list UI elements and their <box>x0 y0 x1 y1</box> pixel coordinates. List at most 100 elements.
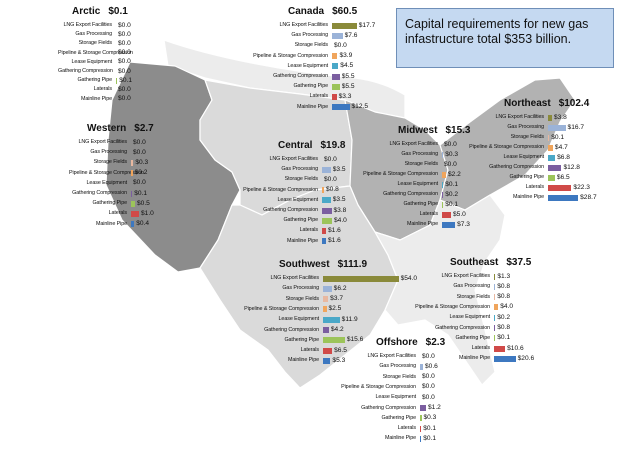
bar-canada-7 <box>332 83 340 90</box>
bar-value-label: $0.1 <box>134 189 148 197</box>
bar-value-label: $2.2 <box>447 170 461 178</box>
bar-value-label: $0.8 <box>497 293 511 301</box>
category-label: Storage Fields <box>404 161 438 167</box>
bar-value-label: $17.7 <box>358 21 376 29</box>
category-label: Gathering Pipe <box>283 217 318 224</box>
bar-southwest-1 <box>323 275 399 282</box>
bar-northeast-4 <box>548 144 553 151</box>
bar-value-label: $3.8 <box>333 206 347 214</box>
region-title-offshore: Offshore $2.3 <box>376 337 445 348</box>
category-label: Gas Processing <box>453 283 490 290</box>
bar-central-5 <box>322 197 331 204</box>
region-total: $102.4 <box>558 98 590 109</box>
bar-value-label: $0.0 <box>118 95 131 103</box>
region-title-arctic: Arctic $0.1 <box>72 6 128 17</box>
category-label: LNG Export Facilities <box>367 353 416 359</box>
region-title-northeast: Northeast $102.4 <box>504 98 589 109</box>
category-label: Pipeline & Storage Compression <box>415 303 490 310</box>
bar-southeast-2 <box>494 283 496 290</box>
bar-northeast-7 <box>548 174 555 181</box>
bar-value-label: $4.0 <box>334 216 347 224</box>
bar-value-label: $0.0 <box>118 49 131 57</box>
bar-southeast-8 <box>494 345 506 352</box>
bar-value-label: $0.3 <box>445 150 459 158</box>
bar-southwest-2 <box>323 285 332 292</box>
category-label: Storage Fields <box>510 134 544 140</box>
category-label: Gas Processing <box>507 124 544 130</box>
region-total: $19.8 <box>320 140 346 151</box>
region-name: Arctic <box>72 6 101 17</box>
bar-value-label: $15.6 <box>346 336 364 344</box>
bar-western-6 <box>131 190 133 197</box>
bar-northeast-3 <box>548 134 550 141</box>
bar-southeast-4 <box>494 304 499 311</box>
bar-southwest-4 <box>323 306 327 313</box>
region-total: $111.9 <box>337 259 368 270</box>
category-label: Gathering Pipe <box>284 336 319 343</box>
bar-offshore-9 <box>420 435 422 442</box>
bar-southwest-6 <box>323 327 329 333</box>
bar-value-label: $28.7 <box>580 193 597 201</box>
category-label: Gathering Compression <box>273 73 328 79</box>
bar-value-label: $6.5 <box>334 346 347 354</box>
category-label: Storage Fields <box>93 159 127 166</box>
category-label: Lease Equipment <box>277 196 319 203</box>
bar-value-label: $6.8 <box>557 153 570 161</box>
category-label: Gathering Pipe <box>77 77 112 84</box>
bar-canada-9 <box>332 104 350 111</box>
category-label: Gathering Pipe <box>92 200 127 207</box>
category-label: Mainline Pipe <box>512 194 544 200</box>
category-label: LNG Export Facilities <box>279 22 328 28</box>
bar-value-label: $6.5 <box>556 173 570 181</box>
region-name: Central <box>278 140 313 151</box>
category-label: Lease Equipment <box>86 179 128 186</box>
bar-value-label: $5.5 <box>341 72 355 80</box>
bar-southwest-3 <box>323 296 329 303</box>
bar-value-label: $0.3 <box>423 414 437 422</box>
bar-southeast-9 <box>494 355 516 362</box>
category-label: Pipeline & Storage Compression <box>341 383 416 390</box>
bar-value-label: $0.0 <box>133 179 146 187</box>
bar-western-3 <box>131 159 134 166</box>
category-label: Lease Equipment <box>449 314 491 321</box>
bar-value-label: $0.1 <box>497 334 511 342</box>
category-label: Storage Fields <box>78 40 112 47</box>
region-name: Western <box>87 123 127 134</box>
bar-value-label: $0.0 <box>444 160 457 168</box>
region-total: $60.5 <box>332 6 358 17</box>
bar-northeast-6 <box>548 164 562 171</box>
category-label: Gathering Compression <box>72 190 127 196</box>
bar-northeast-2 <box>548 124 566 131</box>
bar-value-label: $0.0 <box>422 383 435 391</box>
category-label: Storage Fields <box>456 293 490 300</box>
bar-midwest-2 <box>442 151 444 158</box>
category-label: Pipeline & Storage Compression <box>469 144 544 150</box>
bar-value-label: $0.0 <box>422 393 435 401</box>
bar-offshore-7 <box>420 415 422 422</box>
bar-value-label: $0.3 <box>135 158 149 166</box>
bar-value-label: $11.9 <box>341 315 358 323</box>
category-label: Laterals <box>108 210 127 217</box>
category-label: LNG Export Facilities <box>495 114 544 120</box>
bar-southwest-9 <box>323 357 331 364</box>
category-label: Gathering Compression <box>361 404 416 411</box>
category-label: Gas Processing <box>281 166 318 173</box>
bar-value-label: $0.4 <box>136 220 150 228</box>
bar-western-9 <box>131 221 135 228</box>
category-label: LNG Export Facilities <box>389 141 438 147</box>
category-label: Gathering Pipe <box>293 83 328 90</box>
bar-offshore-8 <box>420 425 422 432</box>
bar-canada-5 <box>332 63 339 70</box>
category-label: LNG Export Facilities <box>63 22 112 28</box>
region-name: Canada <box>288 6 325 17</box>
bar-midwest-6 <box>442 191 444 198</box>
bar-northeast-1 <box>548 114 552 121</box>
bar-value-label: $1.6 <box>328 237 341 245</box>
category-label: Mainline Pipe <box>296 103 328 110</box>
category-label: Gas Processing <box>379 363 416 370</box>
bar-southwest-8 <box>323 347 333 354</box>
category-label: LNG Export Facilities <box>270 275 319 281</box>
bar-midwest-9 <box>442 221 456 228</box>
category-label: LNG Export Facilities <box>441 273 490 279</box>
region-name: Northeast <box>504 98 551 109</box>
